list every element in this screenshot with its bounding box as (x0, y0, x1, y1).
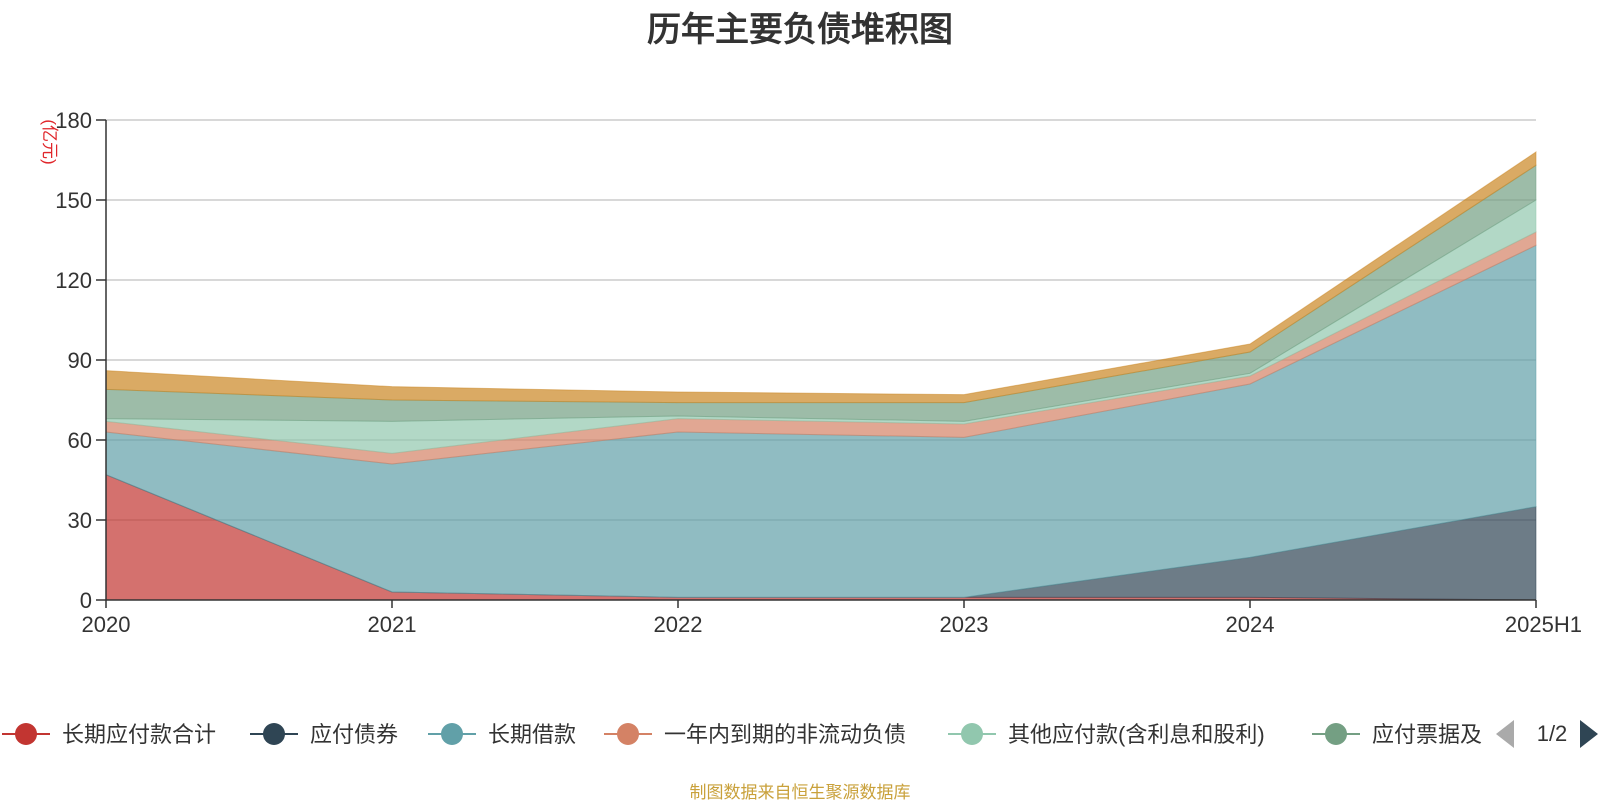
legend-marker-icon (15, 723, 37, 745)
y-tick-label: 60 (68, 428, 92, 453)
y-tick-label: 0 (80, 588, 92, 613)
legend-pager: 1/2 (1496, 720, 1598, 748)
x-tick-label: 2020 (82, 612, 131, 637)
legend-label: 长期借款 (488, 722, 576, 747)
legend-item-1[interactable]: 应付债券 (250, 722, 398, 747)
legend-label: 应付票据及 (1372, 722, 1482, 747)
chart-title: 历年主要负债堆积图 (647, 11, 953, 49)
x-tick-label: 2023 (940, 612, 989, 637)
legend-item-2[interactable]: 长期借款 (428, 722, 576, 747)
y-tick-label: 180 (55, 108, 92, 133)
data-source-note: 制图数据来自恒生聚源数据库 (689, 783, 911, 802)
legend-label: 其他应付款(含利息和股利) (1008, 722, 1265, 747)
axes: 0 30 60 90 120 150 180 2020 2021 2022 2023 2024 2025… (55, 108, 1582, 637)
legend-item-4[interactable]: 其他应付款(含利息和股利) (948, 722, 1265, 747)
legend-marker-icon (961, 723, 983, 745)
legend-item-3[interactable]: 一年内到期的非流动负债 (604, 722, 906, 747)
legend-label: 长期应付款合计 (62, 722, 216, 747)
y-tick-label: 30 (68, 508, 92, 533)
legend-marker-icon (617, 723, 639, 745)
legend-label: 一年内到期的非流动负债 (664, 722, 906, 747)
area-series-6 (105, 151, 1537, 404)
legend-prev-page-icon[interactable] (1496, 720, 1514, 748)
legend-marker-icon (263, 723, 285, 745)
legend-item-5[interactable]: 应付票据及 (1312, 722, 1482, 747)
legend: 长期应付款合计 应付债券 长期借款 一年内到期的非流动负债 其他应付款(含利息和股利) 应… (2, 722, 1482, 747)
y-axis-unit-label: (亿元) (40, 119, 59, 164)
x-tick-label: 2025H1 (1505, 612, 1582, 637)
y-tick-label: 90 (68, 348, 92, 373)
y-tick-label: 120 (55, 268, 92, 293)
legend-item-0[interactable]: 长期应付款合计 (2, 722, 216, 747)
legend-marker-icon (1325, 723, 1347, 745)
legend-label: 应付债券 (310, 722, 398, 747)
legend-marker-icon (441, 723, 463, 745)
x-tick-label: 2021 (368, 612, 417, 637)
area-series (105, 151, 1537, 601)
legend-page-indicator: 1/2 (1537, 721, 1568, 746)
x-tick-label: 2024 (1226, 612, 1275, 637)
legend-next-page-icon[interactable] (1580, 720, 1598, 748)
x-tick-label: 2022 (654, 612, 703, 637)
y-tick-label: 150 (55, 188, 92, 213)
